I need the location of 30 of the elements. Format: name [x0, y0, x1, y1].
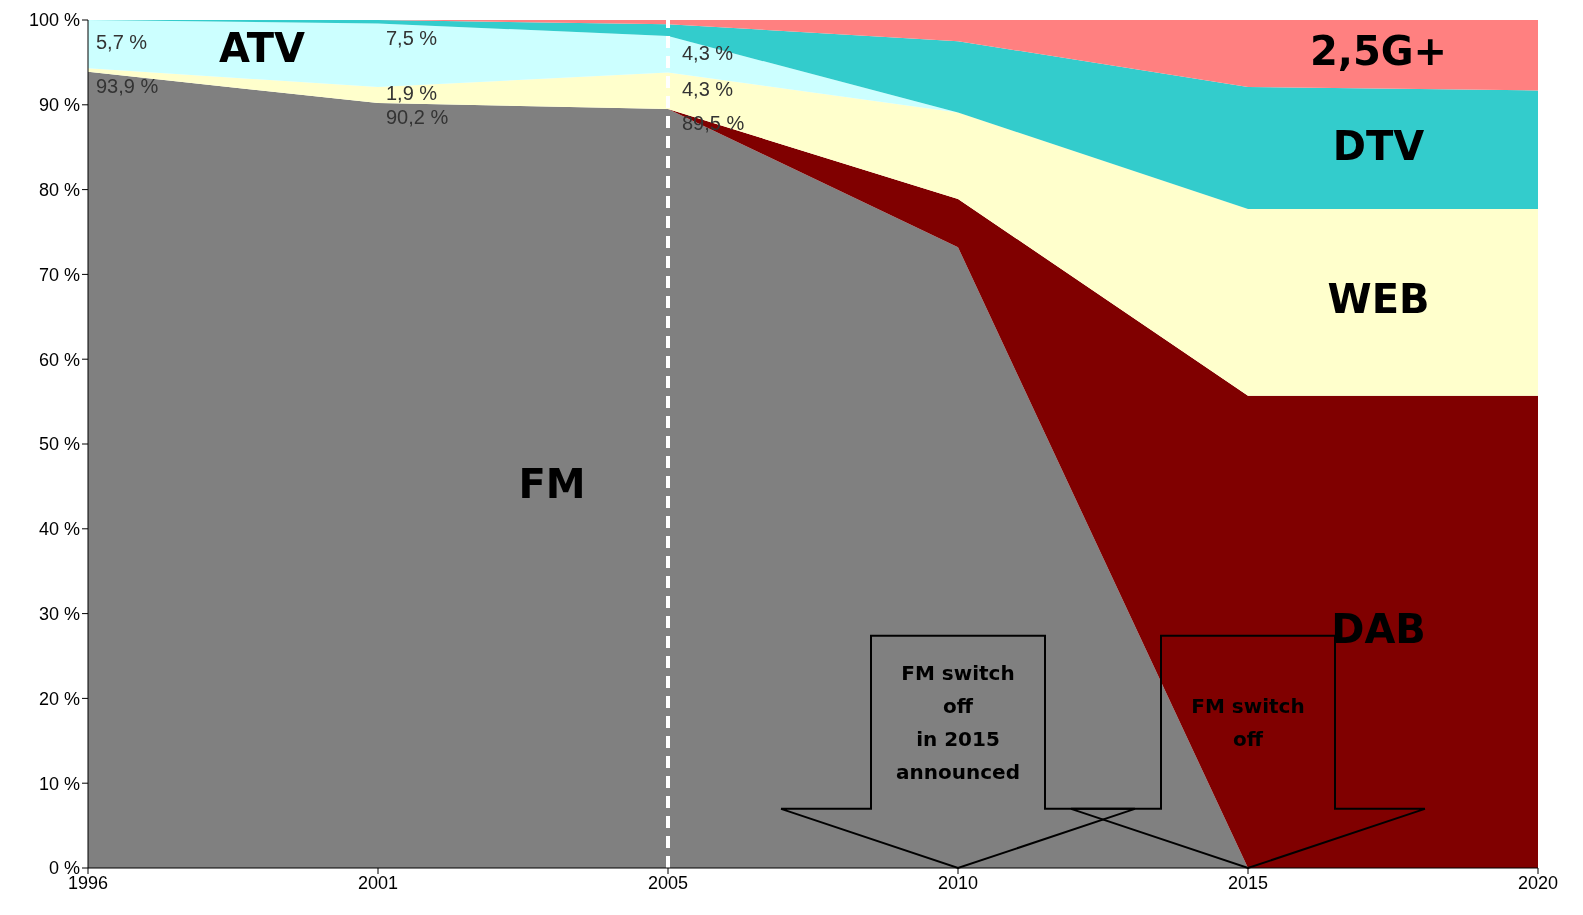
- data-label: 90,2 %: [386, 106, 449, 129]
- series-label: WEB: [1327, 276, 1430, 323]
- y-tick-label: 60 %: [38, 349, 80, 370]
- data-label: 5,7 %: [96, 31, 148, 54]
- y-tick-label: 20 %: [38, 688, 80, 709]
- x-tick-label: 2020: [1517, 872, 1559, 893]
- data-label: 89,5 %: [682, 112, 745, 135]
- data-label: 7,5 %: [386, 26, 438, 49]
- data-label: 93,9 %: [96, 75, 159, 98]
- data-label: 1,9 %: [386, 82, 438, 105]
- series-label: FM: [518, 461, 586, 508]
- series-label: ATV: [218, 24, 306, 71]
- x-tick-label: 2001: [357, 872, 399, 893]
- data-label: 4,3 %: [682, 78, 734, 101]
- y-tick-label: 10 %: [38, 773, 80, 794]
- y-tick-label: 40 %: [38, 519, 80, 540]
- series-label: DTV: [1332, 122, 1425, 169]
- x-tick-label: 2005: [647, 872, 689, 893]
- annotation: FM switch off: [1191, 693, 1305, 751]
- series-label: 2,5G+: [1309, 28, 1448, 75]
- x-tick-label: 2015: [1227, 872, 1269, 893]
- annotation: FM switch off in 2015 announced: [896, 660, 1020, 784]
- y-tick-label: 80 %: [38, 179, 80, 200]
- x-tick-label: 2010: [937, 872, 979, 893]
- y-tick-label: 50 %: [38, 434, 80, 455]
- y-tick-label: 100 %: [28, 10, 80, 31]
- y-tick-label: 70 %: [38, 264, 80, 285]
- y-tick-label: 90 %: [38, 95, 80, 116]
- series-label: DAB: [1331, 605, 1426, 652]
- y-tick-label: 30 %: [38, 603, 80, 624]
